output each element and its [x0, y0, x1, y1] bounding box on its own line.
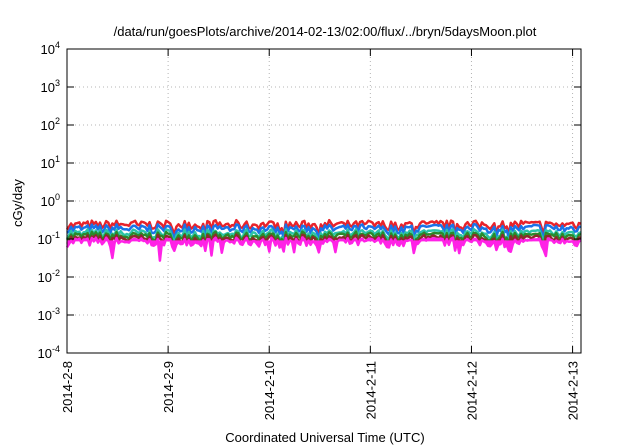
y-axis: 104 103 102 101 100 10-1 10-2 10-3 10-4: [38, 40, 581, 361]
x-tick-label: 2014-2-9: [161, 361, 176, 413]
y-tick-label: 101: [41, 154, 60, 171]
x-tick-label: 2014-2-13: [566, 361, 581, 420]
y-axis-label: cGy/day: [10, 179, 25, 227]
x-tick-label: 2014-2-12: [464, 361, 479, 420]
x-axis-label: Coordinated Universal Time (UTC): [225, 430, 424, 445]
series-5-line: [65, 236, 582, 262]
series-layer: [65, 218, 582, 262]
y-tick-label: 10-2: [38, 268, 60, 285]
y-tick-label: 10-4: [38, 344, 60, 361]
y-tick-label: 100: [41, 192, 60, 209]
x-axis: 2014-2-8 2014-2-9 2014-2-10 2014-2-11 2014-2…: [60, 49, 581, 420]
y-tick-label: 10-1: [38, 230, 60, 247]
x-tick-label: 2014-2-10: [262, 361, 277, 420]
y-tick-label: 10-3: [38, 306, 60, 323]
y-tick-label: 102: [41, 116, 60, 133]
x-tick-label: 2014-2-11: [363, 361, 378, 419]
x-tick-label: 2014-2-8: [60, 361, 75, 413]
y-tick-label: 103: [41, 78, 60, 95]
grid-lines: [67, 49, 581, 353]
y-tick-label: 104: [41, 40, 60, 57]
chart-title: /data/run/goesPlots/archive/2014-02-13/0…: [114, 24, 537, 39]
